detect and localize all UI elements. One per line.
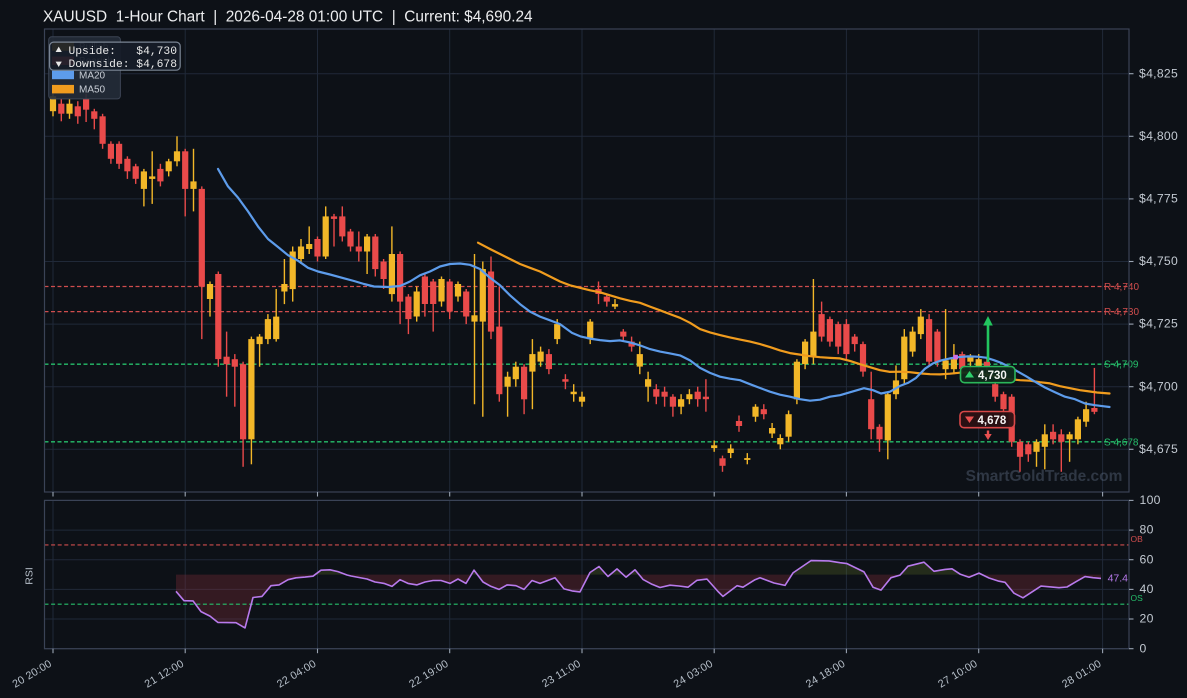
svg-text:OB: OB [1131, 534, 1144, 544]
svg-text:$4,675: $4,675 [1139, 442, 1178, 456]
svg-text:100: 100 [1140, 493, 1161, 507]
svg-text:S 4,709: S 4,709 [1104, 360, 1139, 371]
svg-text:Downside: $4,678: Downside: $4,678 [69, 59, 178, 71]
svg-text:MA20: MA20 [79, 70, 106, 81]
svg-text:4,730: 4,730 [978, 370, 1007, 382]
svg-text:$4,750: $4,750 [1139, 254, 1178, 268]
svg-text:60: 60 [1140, 552, 1154, 566]
svg-text:OS: OS [1131, 593, 1144, 603]
svg-text:47.4: 47.4 [1108, 573, 1129, 585]
svg-text:$4,775: $4,775 [1139, 192, 1178, 206]
svg-text:$4,725: $4,725 [1139, 317, 1178, 331]
svg-text:4,678: 4,678 [978, 415, 1007, 427]
svg-text:$4,700: $4,700 [1139, 379, 1178, 393]
svg-text:80: 80 [1140, 523, 1154, 537]
svg-text:$4,800: $4,800 [1139, 129, 1178, 143]
svg-text:20: 20 [1140, 612, 1154, 626]
svg-text:S 4,678: S 4,678 [1104, 437, 1139, 448]
svg-text:XAUUSD 1-Hour Chart | 2026-: XAUUSD 1-Hour Chart | 2026-04-28 01:00 U… [43, 9, 533, 26]
svg-text:MA50: MA50 [79, 85, 106, 96]
svg-text:0: 0 [1140, 641, 1147, 655]
svg-text:R 4,730: R 4,730 [1104, 307, 1139, 318]
svg-text:SmartGoldTrade.com: SmartGoldTrade.com [966, 468, 1123, 485]
svg-text:40: 40 [1140, 582, 1154, 596]
svg-text:$4,825: $4,825 [1139, 66, 1178, 80]
svg-text:R 4,740: R 4,740 [1104, 282, 1139, 293]
svg-text:RSI: RSI [24, 567, 36, 585]
svg-text:Upside: $4,730: Upside: $4,730 [69, 46, 178, 58]
